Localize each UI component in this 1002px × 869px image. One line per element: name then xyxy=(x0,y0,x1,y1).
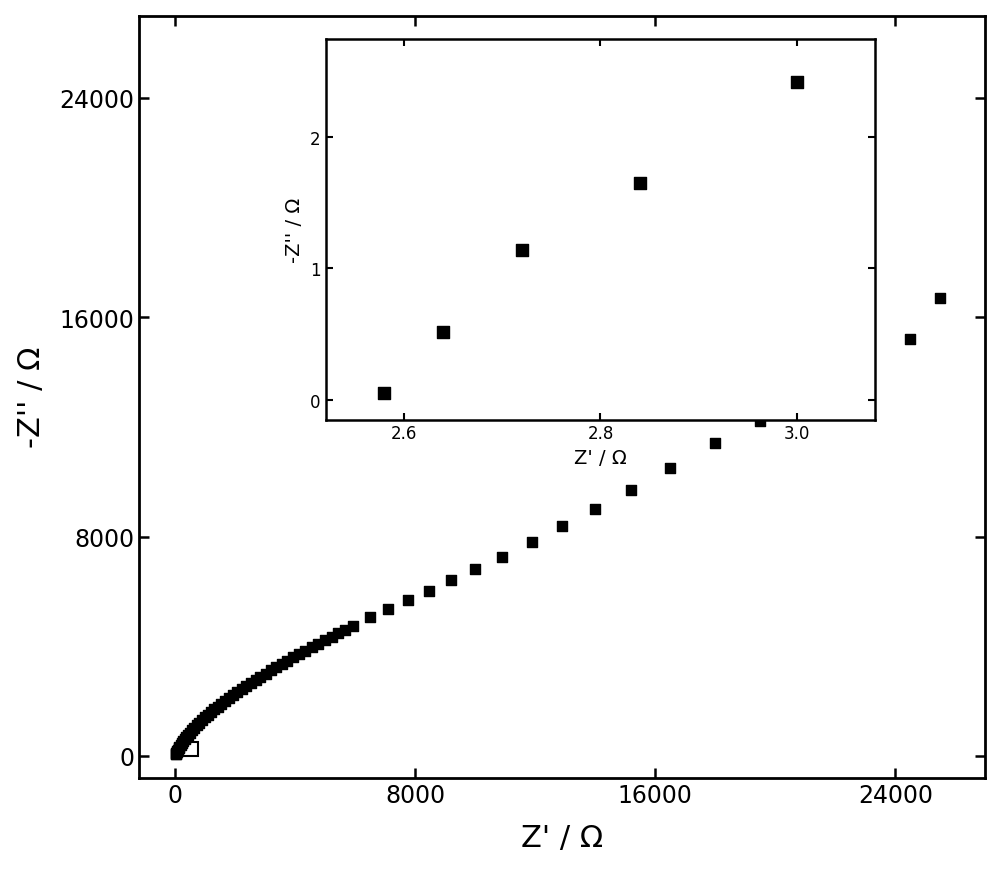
Point xyxy=(269,660,285,674)
Point xyxy=(280,654,296,668)
Point xyxy=(331,627,347,640)
Point xyxy=(199,708,215,722)
Point xyxy=(176,733,192,746)
Point xyxy=(180,728,196,742)
Point xyxy=(932,292,948,306)
Point xyxy=(443,574,459,587)
Point xyxy=(843,366,859,380)
Point xyxy=(167,747,183,761)
Point xyxy=(206,702,222,716)
Point xyxy=(184,724,200,738)
Point xyxy=(707,437,723,451)
Point xyxy=(188,719,204,733)
Point xyxy=(196,711,212,725)
Point xyxy=(178,731,194,745)
Point xyxy=(286,651,302,665)
Y-axis label: -Z'' / Ω: -Z'' / Ω xyxy=(17,347,46,448)
Point xyxy=(194,713,210,727)
Point xyxy=(169,743,185,757)
Point xyxy=(209,700,225,713)
Point xyxy=(304,640,320,654)
Point xyxy=(345,620,361,634)
Point xyxy=(317,634,333,647)
Point xyxy=(421,584,437,598)
Point xyxy=(233,682,249,696)
Point xyxy=(363,611,379,625)
Point xyxy=(242,676,259,690)
Point xyxy=(247,673,264,687)
Point xyxy=(494,551,510,565)
Point xyxy=(587,502,603,516)
Point xyxy=(298,644,314,658)
Point xyxy=(172,739,188,753)
Point xyxy=(186,721,202,735)
Point xyxy=(662,461,678,475)
Point xyxy=(324,630,340,644)
Point xyxy=(263,664,279,678)
Point xyxy=(173,737,189,751)
Point xyxy=(623,483,639,497)
Point xyxy=(338,623,354,637)
Point xyxy=(191,716,207,730)
Point xyxy=(182,726,198,740)
Point xyxy=(168,746,184,760)
Point xyxy=(400,594,416,607)
Point xyxy=(170,741,186,755)
Point xyxy=(524,535,540,549)
Point xyxy=(238,680,255,693)
Point xyxy=(168,746,184,760)
Point xyxy=(381,602,397,616)
Point xyxy=(213,697,229,711)
Point xyxy=(221,691,237,705)
Point xyxy=(467,563,483,577)
Point xyxy=(311,637,327,651)
Point xyxy=(274,657,290,671)
X-axis label: Z' / Ω: Z' / Ω xyxy=(521,824,603,852)
Point xyxy=(903,333,919,347)
Point xyxy=(554,519,570,533)
Point xyxy=(203,706,219,720)
Bar xyxy=(178,742,198,756)
Point xyxy=(229,686,245,700)
Point xyxy=(171,740,187,754)
Point xyxy=(798,390,814,404)
Point xyxy=(253,670,269,684)
Point xyxy=(753,415,769,429)
Point xyxy=(169,744,185,758)
Point xyxy=(217,694,233,708)
Point xyxy=(258,667,274,680)
Point xyxy=(292,647,308,661)
Point xyxy=(225,688,241,702)
Point xyxy=(168,745,184,759)
Point xyxy=(175,734,191,748)
